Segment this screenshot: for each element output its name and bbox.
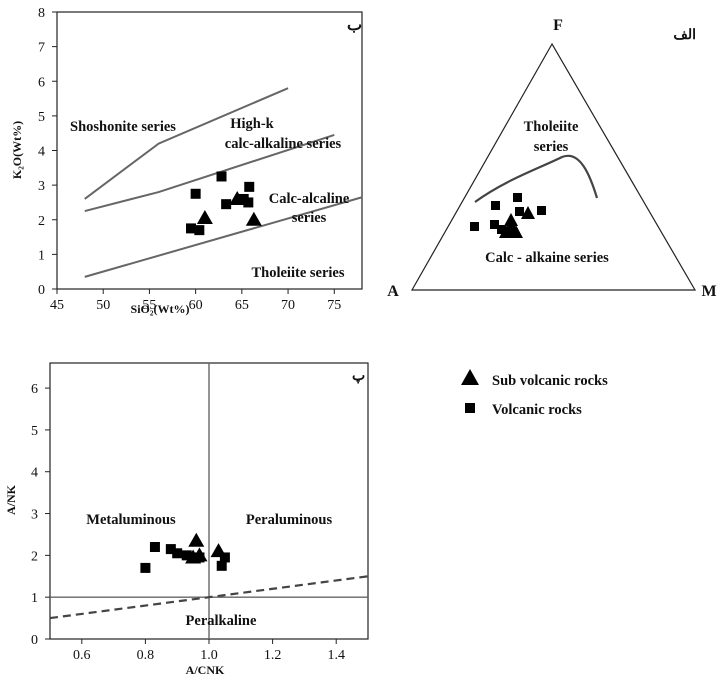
tas-volcanic-point — [216, 171, 227, 182]
shand-volcanic-point — [216, 560, 227, 571]
tas-volcanic-point — [243, 197, 254, 208]
shand-volcanic-point — [181, 550, 192, 561]
shand-y-tick-label: 0 — [31, 633, 38, 648]
tas-y-tick-label: 0 — [38, 283, 45, 298]
tas-region-highk-line1: High-k — [230, 116, 274, 132]
tas-volcanic-point — [194, 225, 205, 236]
shand-volcanic-point — [149, 542, 160, 552]
tas-series-boundary — [84, 133, 335, 213]
tas-y-axis-label: K₂O(Wt%) — [10, 121, 24, 179]
shand-volcanic-point — [194, 552, 205, 563]
shand-volcanic-point — [219, 552, 230, 563]
shand-y-tick-label: 1 — [31, 591, 38, 606]
afm-volcanic-point — [497, 225, 506, 234]
afm-tholeiite-boundary — [474, 154, 599, 203]
tas-region-calcalk-line1: Calc-alcaline — [269, 191, 350, 207]
shand-volcanic-point — [165, 544, 176, 555]
tas-region-calcalk-line2: series — [292, 210, 327, 226]
shand-y-tick-label: 3 — [31, 508, 38, 523]
shand-region-peralkaline: Peralkaline — [186, 613, 257, 629]
shand-region-peraluminous: Peraluminous — [246, 512, 333, 528]
tas-volcanic-point — [186, 223, 197, 234]
legend: Sub volcanic rocks Volcanic rocks — [461, 369, 608, 418]
tas-x-tick-label: 55 — [142, 298, 156, 313]
afm-ternary-chart: F A M الف Tholeiite series Calc - alkain… — [387, 17, 716, 300]
afm-volcanic-point — [513, 193, 522, 202]
tas-y-tick-label: 7 — [38, 41, 45, 56]
afm-volcanic-point — [491, 201, 500, 210]
shand-volcanic-point — [140, 562, 151, 573]
tas-x-tick-label: 75 — [327, 298, 341, 313]
shand-y-tick-label: 6 — [31, 382, 38, 397]
tas-y-tick-label: 3 — [38, 179, 45, 194]
afm-subvolcanic-point — [521, 206, 535, 219]
shand-x-tick-label: 0.8 — [137, 648, 155, 663]
afm-apex-f: F — [553, 17, 563, 34]
shand-index-chart: 0.6 0.8 1.0 1.2 1.4 0 1 2 3 4 5 6 پ Metaluminous Pe… — [4, 362, 369, 677]
tas-y-tick-label: 1 — [38, 248, 45, 263]
legend-label-volcanic: Volcanic rocks — [492, 402, 582, 418]
shand-x-axis-label: A/CNK — [186, 663, 225, 677]
legend-triangle-marker — [461, 369, 479, 385]
tas-x-tick-label: 60 — [189, 298, 203, 313]
tas-y-tick-label: 8 — [38, 6, 45, 21]
afm-sample-cluster — [470, 193, 546, 238]
shand-x-tick-label: 0.6 — [73, 648, 91, 663]
shand-y-tick-label: 4 — [31, 466, 38, 481]
afm-volcanic-point — [490, 220, 499, 229]
legend-label-subvolcanic: Sub volcanic rocks — [492, 373, 608, 389]
tas-region-shoshonite: Shoshonite series — [70, 119, 176, 135]
tas-x-tick-label: 45 — [50, 298, 64, 313]
tas-volcanic-point — [244, 181, 255, 192]
afm-volcanic-point — [537, 206, 546, 215]
shand-y-tick-label: 2 — [31, 549, 38, 564]
tas-region-highk-line2: calc-alkaline series — [225, 136, 342, 152]
afm-apex-m: M — [701, 283, 716, 300]
shand-y-axis-label: A/NK — [4, 484, 18, 515]
tas-x-tick-label: 65 — [235, 298, 249, 313]
afm-triangle — [410, 42, 697, 291]
afm-volcanic-point — [515, 207, 524, 216]
shand-volcanic-point — [172, 548, 183, 559]
afm-region-calcalk: Calc - alkaine series — [485, 250, 609, 266]
tas-series-boundary — [84, 87, 289, 200]
shand-x-tick-label: 1.4 — [327, 648, 345, 663]
tas-subvolcanic-point — [245, 211, 262, 226]
tas-volcanic-point — [190, 188, 201, 199]
tas-series-boundary — [84, 196, 363, 278]
shand-x-tick-label: 1.0 — [200, 648, 218, 663]
afm-volcanic-point — [470, 222, 479, 231]
tas-panel-label: ب — [347, 17, 362, 34]
shand-panel-label: پ — [352, 369, 365, 384]
shand-x-tick-label: 1.2 — [264, 648, 282, 663]
tas-x-tick-label: 70 — [281, 298, 295, 313]
tas-volcanic-point — [221, 199, 232, 210]
tas-subvolcanic-point — [196, 210, 213, 225]
afm-apex-a: A — [387, 283, 399, 300]
tas-y-tick-label: 5 — [38, 110, 45, 125]
tas-region-tholeiite: Tholeiite series — [251, 265, 344, 281]
legend-square-marker — [465, 403, 475, 413]
shand-subvolcanic-point — [188, 532, 205, 547]
tas-y-tick-label: 6 — [38, 75, 45, 90]
tas-y-tick-label: 4 — [38, 145, 45, 160]
tas-y-tick-label: 2 — [38, 214, 45, 229]
shand-region-metaluminous: Metaluminous — [86, 512, 176, 528]
afm-panel-label: الف — [673, 28, 696, 43]
tas-x-axis-label: SiO₂(Wt%) — [131, 302, 190, 316]
shand-peralkaline-boundary — [49, 575, 369, 620]
shand-y-tick-label: 5 — [31, 424, 38, 439]
afm-region-tholeiite-line1: Tholeiite — [524, 119, 579, 135]
tas-x-tick-label: 50 — [96, 298, 110, 313]
afm-subvolcanic-point — [504, 219, 518, 232]
afm-region-tholeiite-line2: series — [534, 139, 569, 155]
